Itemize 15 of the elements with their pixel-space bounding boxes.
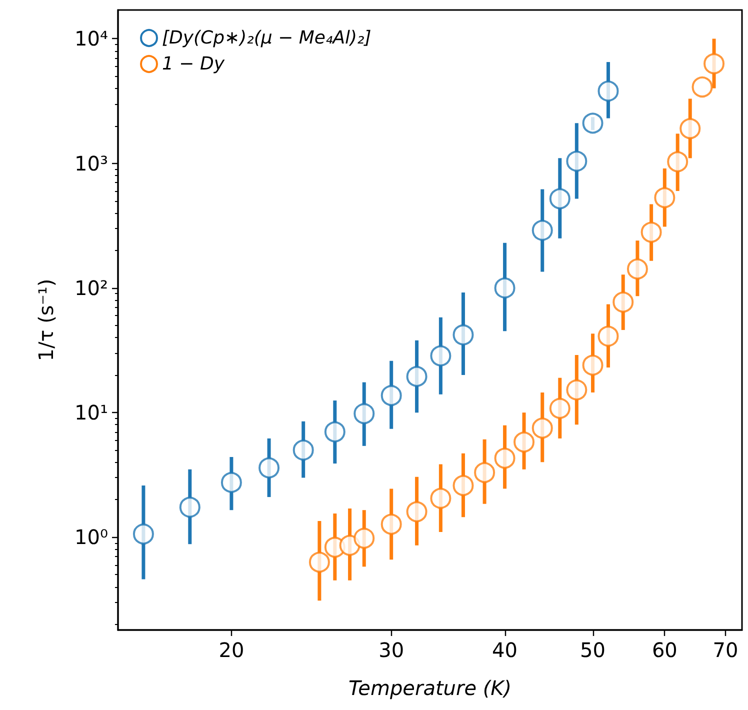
- y-tick-label: 10⁴: [74, 26, 108, 51]
- y-tick-label: 10³: [74, 151, 108, 176]
- x-tick-label: 30: [378, 638, 404, 662]
- legend-label: [Dy(Cp∗)₂(μ − Me₄Al)₂]: [162, 28, 372, 48]
- x-tick-label: 40: [492, 638, 518, 662]
- y-tick-label: 10²: [74, 276, 108, 300]
- y-tick-label: 10⁰: [74, 525, 108, 550]
- x-tick-label: 70: [712, 638, 738, 662]
- legend-label: 1 − Dy: [162, 54, 225, 74]
- x-tick-label: 50: [580, 638, 606, 662]
- y-tick-label: 10¹: [74, 400, 108, 425]
- x-axis-title: Temperature (K): [348, 676, 512, 700]
- y-axis-title: 1/τ (s⁻¹): [34, 278, 58, 362]
- x-tick-label: 20: [218, 638, 244, 662]
- x-tick-label: 60: [652, 638, 678, 662]
